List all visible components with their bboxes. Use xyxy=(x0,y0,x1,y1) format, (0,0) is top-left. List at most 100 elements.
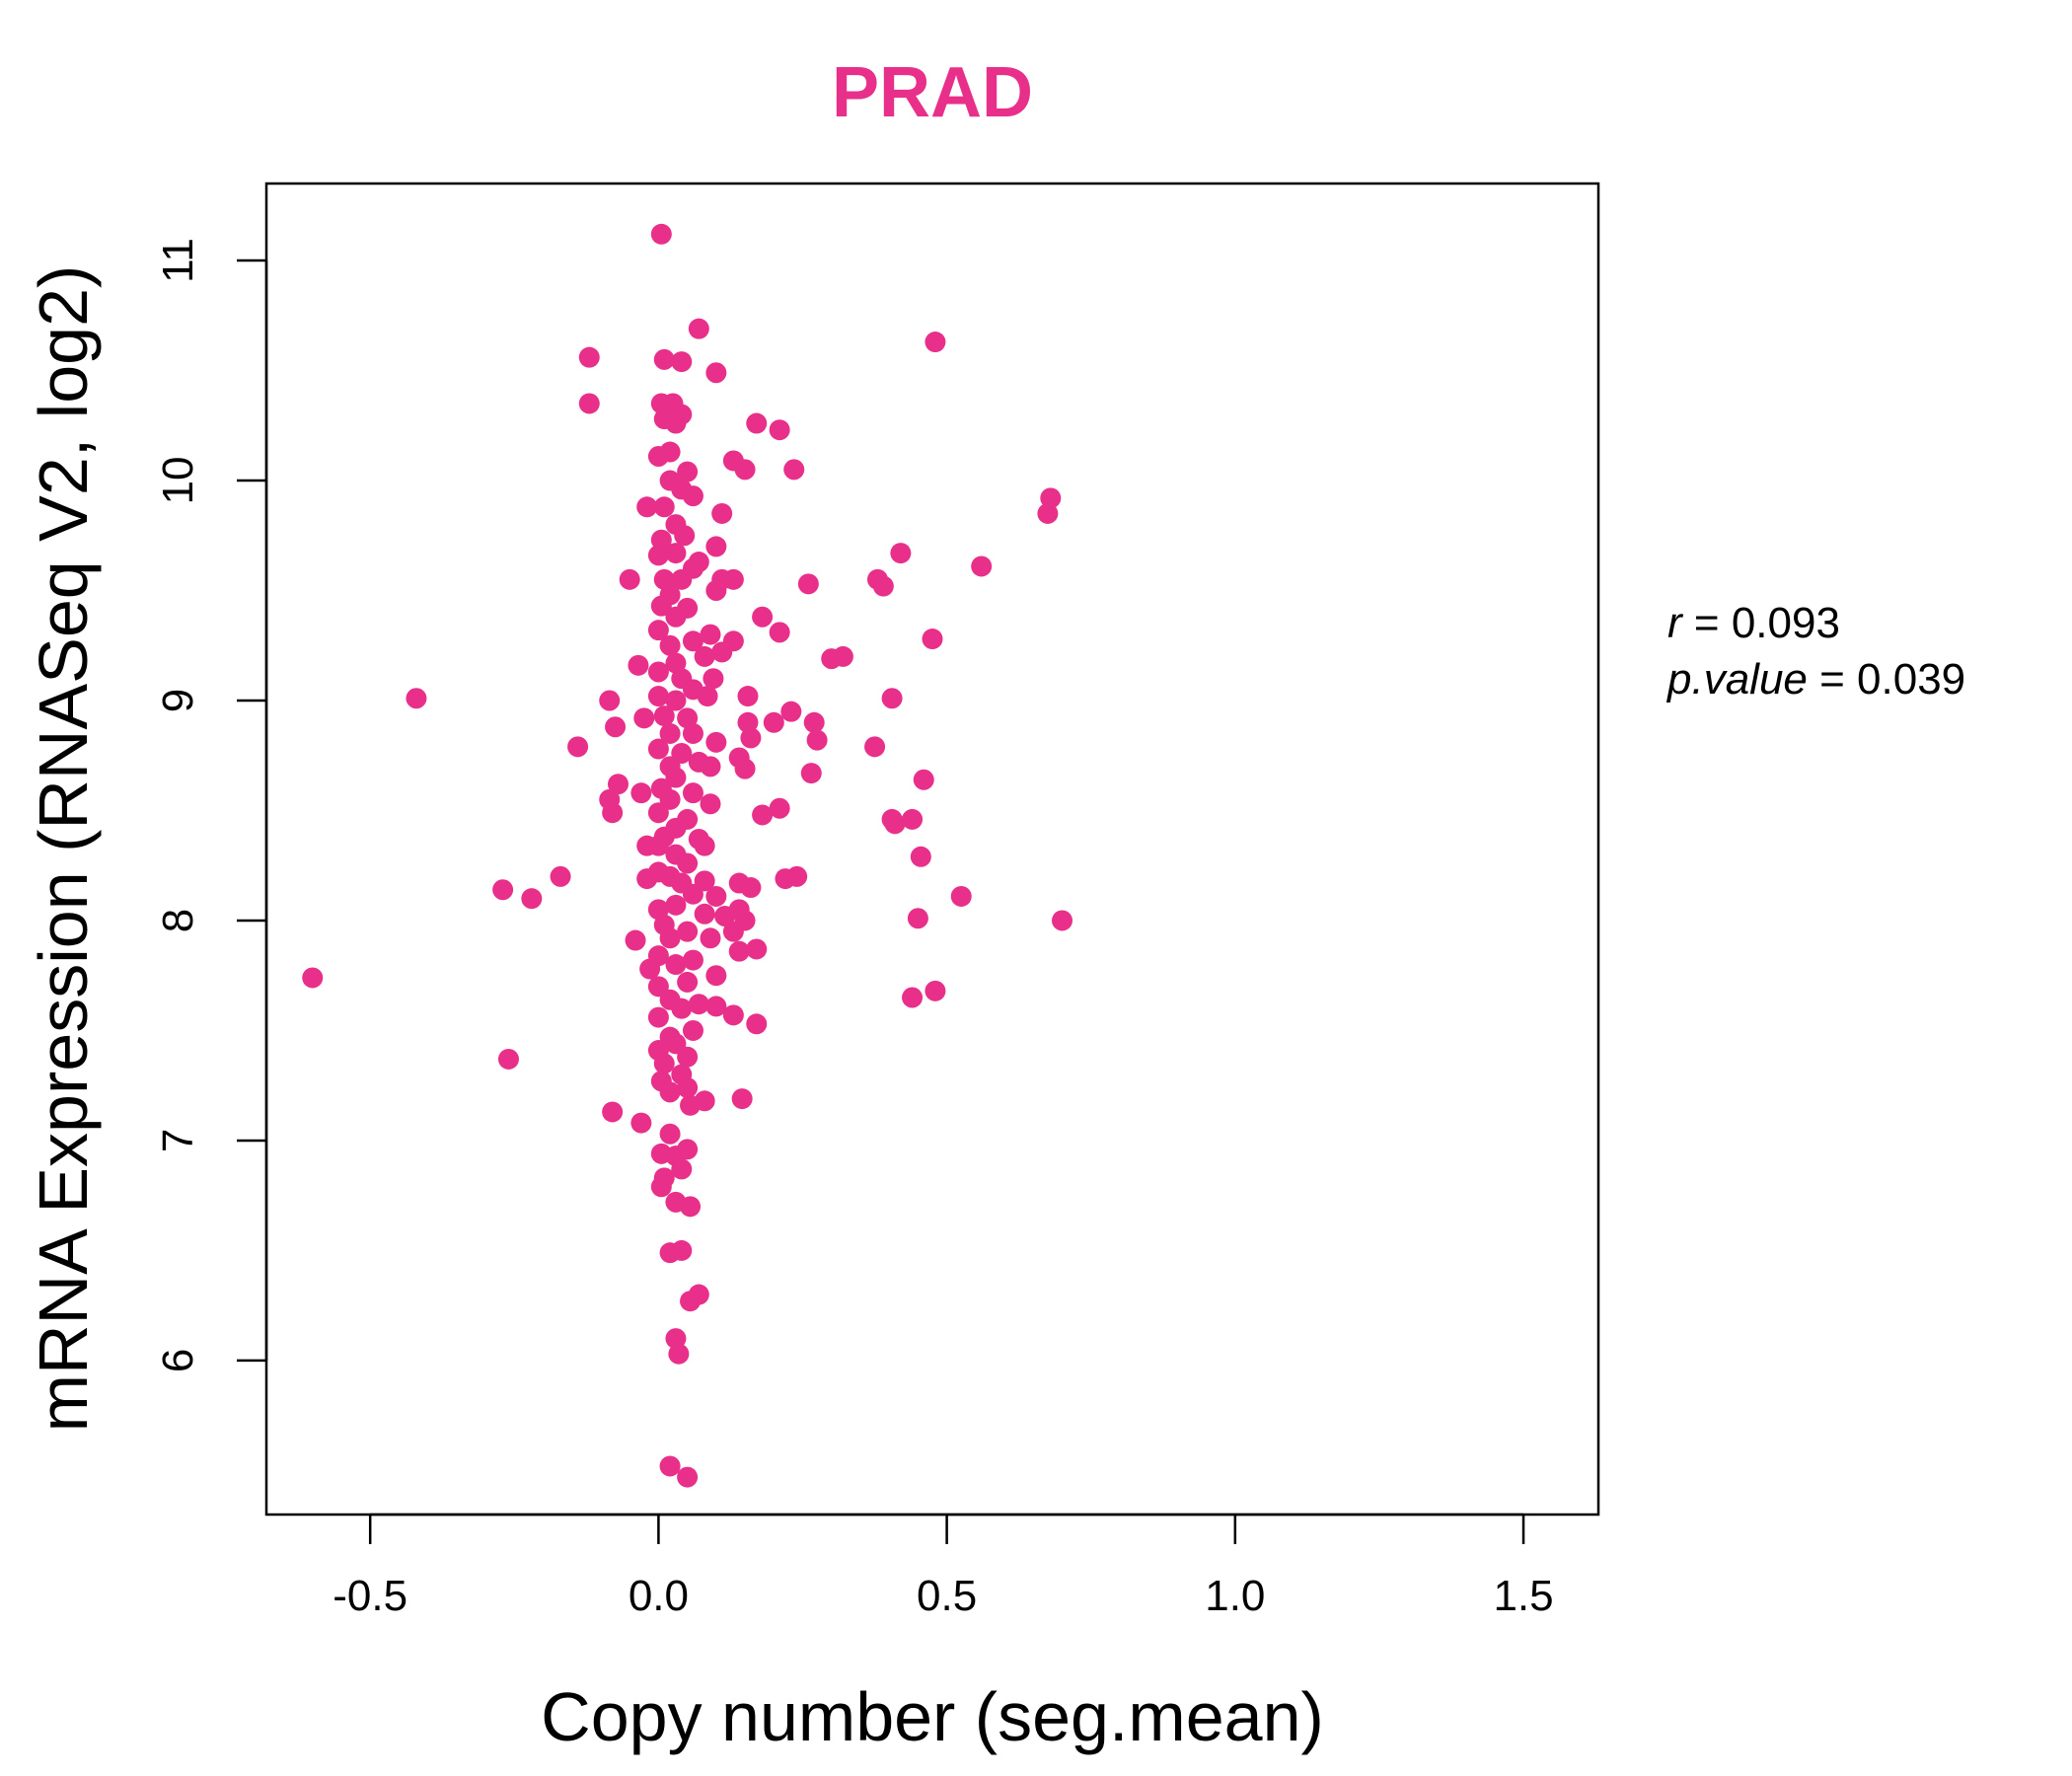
y-tick-label: 7 xyxy=(154,1129,202,1152)
data-point xyxy=(971,555,993,577)
data-point xyxy=(671,351,693,373)
data-point xyxy=(746,938,768,960)
data-point xyxy=(902,987,924,1008)
data-point xyxy=(700,927,721,949)
data-point xyxy=(682,630,703,652)
data-point xyxy=(636,868,658,890)
data-point xyxy=(872,575,894,597)
data-point xyxy=(688,318,709,339)
data-point xyxy=(884,813,906,835)
data-point xyxy=(682,883,703,905)
data-point xyxy=(665,606,687,628)
data-point xyxy=(881,688,903,709)
data-point xyxy=(578,393,600,414)
data-point xyxy=(659,441,681,463)
data-point xyxy=(740,877,762,899)
data-point xyxy=(665,894,687,916)
data-point xyxy=(650,529,672,551)
chart-title: PRAD xyxy=(832,53,1033,132)
data-point xyxy=(907,908,928,929)
data-point xyxy=(769,622,790,643)
data-point xyxy=(567,736,589,758)
data-point xyxy=(722,568,744,590)
data-point xyxy=(783,459,805,481)
x-tick-label: 0.5 xyxy=(917,1572,977,1620)
data-point xyxy=(625,929,646,951)
y-tick-label: 10 xyxy=(154,457,202,505)
x-axis: -0.5 0.0 0.5 1.0 1.5 xyxy=(333,1513,1554,1620)
data-point xyxy=(682,782,703,804)
data-point xyxy=(728,940,750,962)
p-value-stat-value: 0.039 xyxy=(1857,655,1965,703)
data-point xyxy=(665,412,687,434)
r-stat-value: 0.093 xyxy=(1732,599,1840,647)
data-point xyxy=(731,1088,753,1110)
data-point xyxy=(647,738,669,760)
plot-frame xyxy=(264,182,1600,1517)
data-point xyxy=(665,1328,687,1350)
data-point xyxy=(703,668,724,690)
data-point xyxy=(665,767,687,788)
data-point xyxy=(688,994,709,1015)
data-point xyxy=(636,835,658,856)
data-point xyxy=(902,808,924,830)
data-point xyxy=(682,1019,703,1041)
data-point xyxy=(599,690,621,711)
data-point xyxy=(630,782,652,804)
data-point xyxy=(711,502,733,524)
data-point xyxy=(659,1081,681,1103)
x-axis-title: Copy number (seg.mean) xyxy=(541,1678,1324,1755)
data-point xyxy=(639,958,661,980)
data-point xyxy=(680,1196,702,1218)
x-tick-label: -0.5 xyxy=(333,1572,407,1620)
data-point xyxy=(653,705,675,727)
data-point xyxy=(647,686,669,707)
data-point xyxy=(677,921,699,942)
data-point xyxy=(1040,487,1062,509)
data-point xyxy=(752,804,774,826)
data-point xyxy=(665,543,687,564)
data-point xyxy=(659,1123,681,1145)
data-point xyxy=(705,965,727,987)
data-point xyxy=(680,1291,702,1312)
data-point xyxy=(705,731,727,753)
data-point xyxy=(677,852,699,874)
y-tick-label: 11 xyxy=(154,238,202,283)
data-point xyxy=(647,620,669,641)
data-point xyxy=(700,793,721,815)
data-point xyxy=(633,707,655,729)
data-point xyxy=(682,485,703,507)
data-point xyxy=(653,348,675,370)
data-point xyxy=(740,727,762,749)
data-point xyxy=(714,906,736,927)
y-axis-title: mRNA Expression (RNASeq V2, log2) xyxy=(25,265,102,1433)
data-point xyxy=(677,1466,699,1488)
data-point xyxy=(665,954,687,976)
data-point xyxy=(705,996,727,1017)
data-point xyxy=(650,595,672,617)
data-point xyxy=(630,1112,652,1134)
data-point xyxy=(832,645,853,667)
data-point xyxy=(722,921,744,942)
data-point xyxy=(705,885,727,907)
p-value-stat: p.value = 0.039 xyxy=(1665,655,1965,703)
data-point xyxy=(650,223,672,245)
data-point xyxy=(677,1076,699,1098)
data-point xyxy=(680,1094,702,1116)
data-point xyxy=(763,711,784,733)
data-point xyxy=(769,419,790,441)
data-point xyxy=(406,688,427,709)
data-point xyxy=(578,346,600,368)
data-point xyxy=(913,769,934,790)
data-point xyxy=(705,580,727,602)
data-point xyxy=(925,980,946,1001)
data-points xyxy=(302,223,1073,1488)
data-point xyxy=(925,332,946,353)
data-point xyxy=(671,1158,693,1180)
data-point xyxy=(682,722,703,744)
p-value-stat-label: p.value xyxy=(1665,655,1808,703)
data-point xyxy=(769,797,790,819)
data-point xyxy=(734,758,756,779)
data-point xyxy=(677,1046,699,1068)
